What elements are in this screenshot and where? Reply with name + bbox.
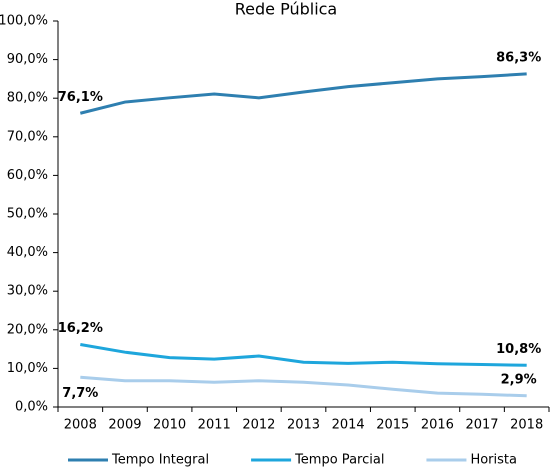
y-tick-label: 0,0% bbox=[15, 400, 48, 415]
value-label: 16,2% bbox=[58, 321, 103, 336]
y-tick-label: 50,0% bbox=[7, 207, 48, 222]
x-tick-label: 2017 bbox=[465, 418, 498, 433]
value-label: 86,3% bbox=[496, 50, 541, 65]
value-label: 2,9% bbox=[501, 372, 537, 387]
chart-title: Rede Pública bbox=[235, 0, 337, 19]
y-tick-label: 30,0% bbox=[7, 284, 48, 299]
x-tick-label: 2014 bbox=[332, 418, 365, 433]
x-tick-label: 2013 bbox=[287, 418, 320, 433]
x-tick-label: 2015 bbox=[376, 418, 409, 433]
value-label: 76,1% bbox=[58, 90, 103, 105]
x-tick-label: 2016 bbox=[421, 418, 454, 433]
y-tick-label: 10,0% bbox=[7, 361, 48, 376]
line-series bbox=[80, 342, 527, 367]
y-tick-label: 80,0% bbox=[7, 91, 48, 106]
line-series bbox=[80, 375, 527, 398]
legend-label: Horista bbox=[470, 453, 517, 468]
y-tick-label: 90,0% bbox=[7, 52, 48, 67]
x-tick-label: 2009 bbox=[108, 418, 141, 433]
x-tick-label: 2012 bbox=[242, 418, 275, 433]
value-label: 10,8% bbox=[496, 342, 541, 357]
x-tick-label: 2018 bbox=[510, 418, 543, 433]
y-tick-label: 100,0% bbox=[0, 14, 48, 29]
legend-label: Tempo Parcial bbox=[294, 453, 384, 468]
line-series bbox=[79, 72, 527, 115]
legend-label: Tempo Integral bbox=[111, 453, 209, 468]
x-tick-label: 2010 bbox=[153, 418, 186, 433]
x-tick-label: 2011 bbox=[198, 418, 231, 433]
y-tick-label: 60,0% bbox=[7, 168, 48, 183]
y-tick-label: 70,0% bbox=[7, 129, 48, 144]
y-tick-label: 20,0% bbox=[7, 322, 48, 337]
y-tick-label: 40,0% bbox=[7, 245, 48, 260]
x-tick-label: 2008 bbox=[64, 418, 97, 433]
value-label: 7,7% bbox=[62, 386, 98, 401]
